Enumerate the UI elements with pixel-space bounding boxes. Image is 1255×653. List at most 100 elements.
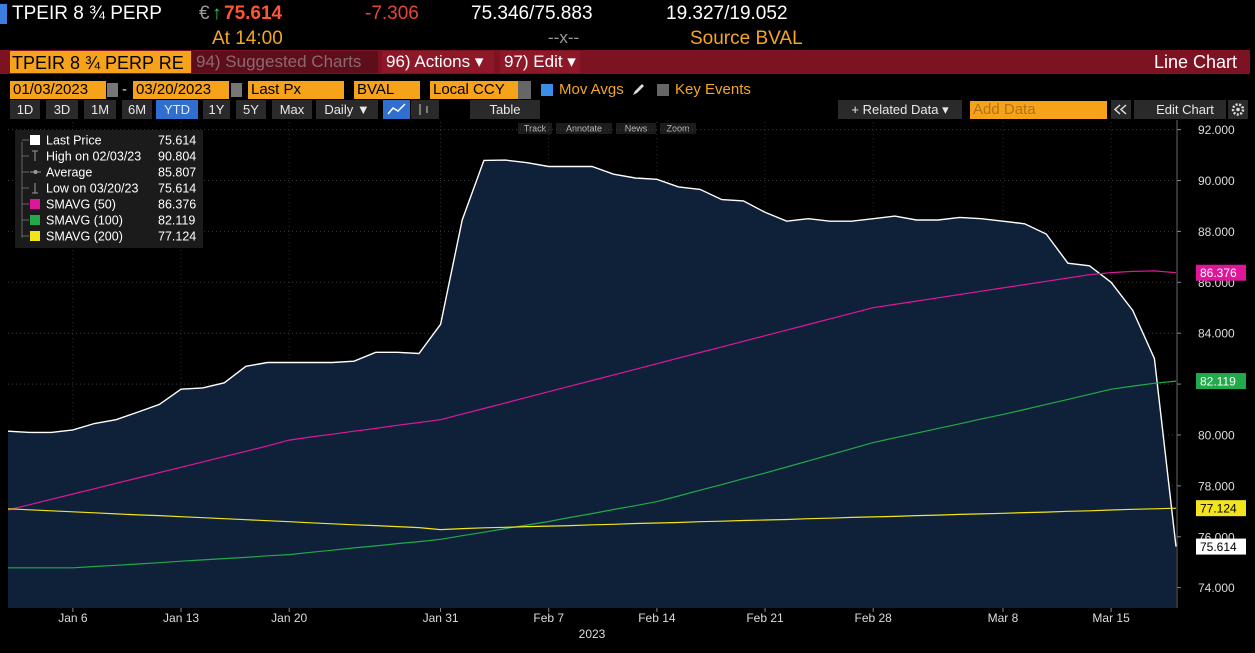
last-value-tag bbox=[1196, 538, 1246, 555]
y-tick-label: 80.000 bbox=[1198, 428, 1235, 442]
edit-chart[interactable]: Edit Chart bbox=[1134, 100, 1226, 119]
menu-item[interactable]: 97) Edit ▾ bbox=[500, 51, 580, 73]
y-tick-label: 90.000 bbox=[1198, 174, 1235, 188]
source: Source BVAL bbox=[690, 28, 803, 49]
mov-avgs-checkbox[interactable] bbox=[541, 84, 553, 96]
legend-value: 85.807 bbox=[158, 166, 196, 180]
size: --x-- bbox=[548, 28, 580, 47]
bid-ask: 75.346/75.883 bbox=[471, 3, 593, 24]
x-tick-label: Jan 6 bbox=[58, 611, 88, 625]
line bbox=[7, 270, 1177, 511]
line bbox=[7, 507, 1177, 531]
date-separator: - bbox=[122, 81, 127, 98]
source-select[interactable]: BVAL bbox=[354, 81, 420, 99]
security-box[interactable]: TPEIR 8 ¾ PERP RE bbox=[10, 51, 191, 73]
legend-box bbox=[15, 130, 203, 248]
period-button[interactable]: 1Y bbox=[203, 100, 230, 119]
period-button[interactable]: 3D bbox=[46, 100, 78, 119]
last-value-tag bbox=[1196, 373, 1246, 390]
tool-label: Zoom bbox=[666, 124, 689, 134]
price-arrow: ↑ bbox=[212, 3, 222, 24]
chart-style-buttons[interactable] bbox=[383, 100, 439, 119]
period-button[interactable]: Max bbox=[272, 100, 312, 119]
x-tick-label: Jan 31 bbox=[423, 611, 459, 625]
security-text: TPEIR 8 ¾ PERP RE bbox=[12, 53, 184, 73]
legend-value: 86.376 bbox=[158, 198, 196, 212]
related-data[interactable]: + Related Data ▾ bbox=[838, 100, 962, 119]
tool-label: News bbox=[625, 124, 648, 134]
field-select[interactable]: Last Px bbox=[248, 81, 344, 99]
last-value-label: 86.376 bbox=[1200, 266, 1237, 280]
x-tick-label: Feb 7 bbox=[533, 611, 564, 625]
legend-label: Average bbox=[46, 166, 92, 180]
calendar-icon[interactable] bbox=[231, 83, 242, 97]
x-tick-label: Mar 8 bbox=[988, 611, 1019, 625]
end-date[interactable]: 03/20/2023 bbox=[133, 81, 229, 99]
legend-value: 90.804 bbox=[158, 150, 196, 164]
line bbox=[8, 380, 1177, 569]
x-axis-label: 2023 bbox=[579, 627, 606, 641]
legend-label: SMAVG (100) bbox=[46, 214, 123, 228]
legend-label: Last Price bbox=[46, 134, 102, 148]
area bbox=[8, 160, 1176, 608]
period-button[interactable]: YTD bbox=[156, 100, 198, 119]
settings-icon[interactable] bbox=[1228, 100, 1248, 119]
tool-button bbox=[660, 123, 696, 134]
key-events-checkbox[interactable] bbox=[657, 84, 669, 96]
frequency-select[interactable]: Daily ▼ bbox=[316, 100, 378, 119]
yields: 19.327/19.052 bbox=[666, 3, 788, 24]
period-button[interactable]: 1M bbox=[84, 100, 116, 119]
time: At 14:00 bbox=[212, 28, 283, 49]
dropdown-arrow[interactable] bbox=[518, 81, 531, 99]
currency-select[interactable]: Local CCY bbox=[430, 81, 518, 99]
y-tick-label: 84.000 bbox=[1198, 327, 1235, 341]
y-tick-label: 88.000 bbox=[1198, 225, 1235, 239]
tool-label: Annotate bbox=[566, 124, 602, 134]
tool-label: Track bbox=[524, 124, 547, 134]
ticker: TPEIR 8 ¾ PERP bbox=[12, 3, 162, 24]
pencil-icon[interactable] bbox=[630, 82, 646, 98]
legend-swatch bbox=[30, 215, 40, 225]
security-marker bbox=[0, 4, 7, 24]
legend-value: 77.124 bbox=[158, 230, 196, 244]
y-tick-label: 78.000 bbox=[1198, 479, 1235, 493]
last-price: 75.614 bbox=[224, 3, 283, 24]
table-button[interactable]: Table bbox=[470, 100, 540, 119]
legend-value: 75.614 bbox=[158, 134, 196, 148]
legend-glyph bbox=[33, 170, 38, 174]
key-events-label[interactable]: Key Events bbox=[675, 81, 751, 98]
tool-button bbox=[616, 123, 656, 134]
last-value-label: 82.119 bbox=[1200, 375, 1236, 389]
mov-avgs-label[interactable]: Mov Avgs bbox=[559, 81, 624, 98]
line bbox=[7, 159, 1177, 547]
x-tick-label: Feb 14 bbox=[638, 611, 676, 625]
add-data-input[interactable]: Add Data bbox=[970, 101, 1107, 119]
legend-value: 75.614 bbox=[158, 182, 196, 196]
period-button[interactable]: 5Y bbox=[236, 100, 266, 119]
tool-button bbox=[556, 123, 612, 134]
start-date[interactable]: 01/03/2023 bbox=[10, 81, 106, 99]
legend-label: SMAVG (200) bbox=[46, 230, 123, 244]
last-value-label: 75.614 bbox=[1200, 540, 1237, 554]
collapse-icon[interactable] bbox=[1111, 100, 1131, 119]
legend-label: SMAVG (50) bbox=[46, 198, 116, 212]
chart-type[interactable]: Line Chart bbox=[1153, 52, 1237, 72]
tool-button bbox=[518, 123, 552, 134]
calendar-icon[interactable] bbox=[107, 83, 118, 97]
menu-item[interactable]: 96) Actions ▾ bbox=[382, 51, 494, 73]
legend-swatch bbox=[30, 199, 40, 209]
last-value-label: 77.124 bbox=[1200, 502, 1237, 516]
legend-value: 82.119 bbox=[158, 214, 195, 228]
x-tick-label: Jan 20 bbox=[271, 611, 307, 625]
x-tick-label: Feb 28 bbox=[855, 611, 893, 625]
period-button[interactable]: 1D bbox=[10, 100, 40, 119]
chart: Track Annotate News Zoom74.00076.00078.0008… bbox=[0, 120, 1255, 653]
x-tick-label: Feb 21 bbox=[746, 611, 784, 625]
legend-swatch bbox=[30, 135, 40, 145]
period-button[interactable]: 6M bbox=[122, 100, 152, 119]
y-tick-label: 92.000 bbox=[1198, 123, 1235, 137]
x-tick-label: Jan 13 bbox=[163, 611, 199, 625]
legend-swatch bbox=[30, 231, 40, 241]
menu-item[interactable]: 94) Suggested Charts bbox=[192, 51, 378, 73]
